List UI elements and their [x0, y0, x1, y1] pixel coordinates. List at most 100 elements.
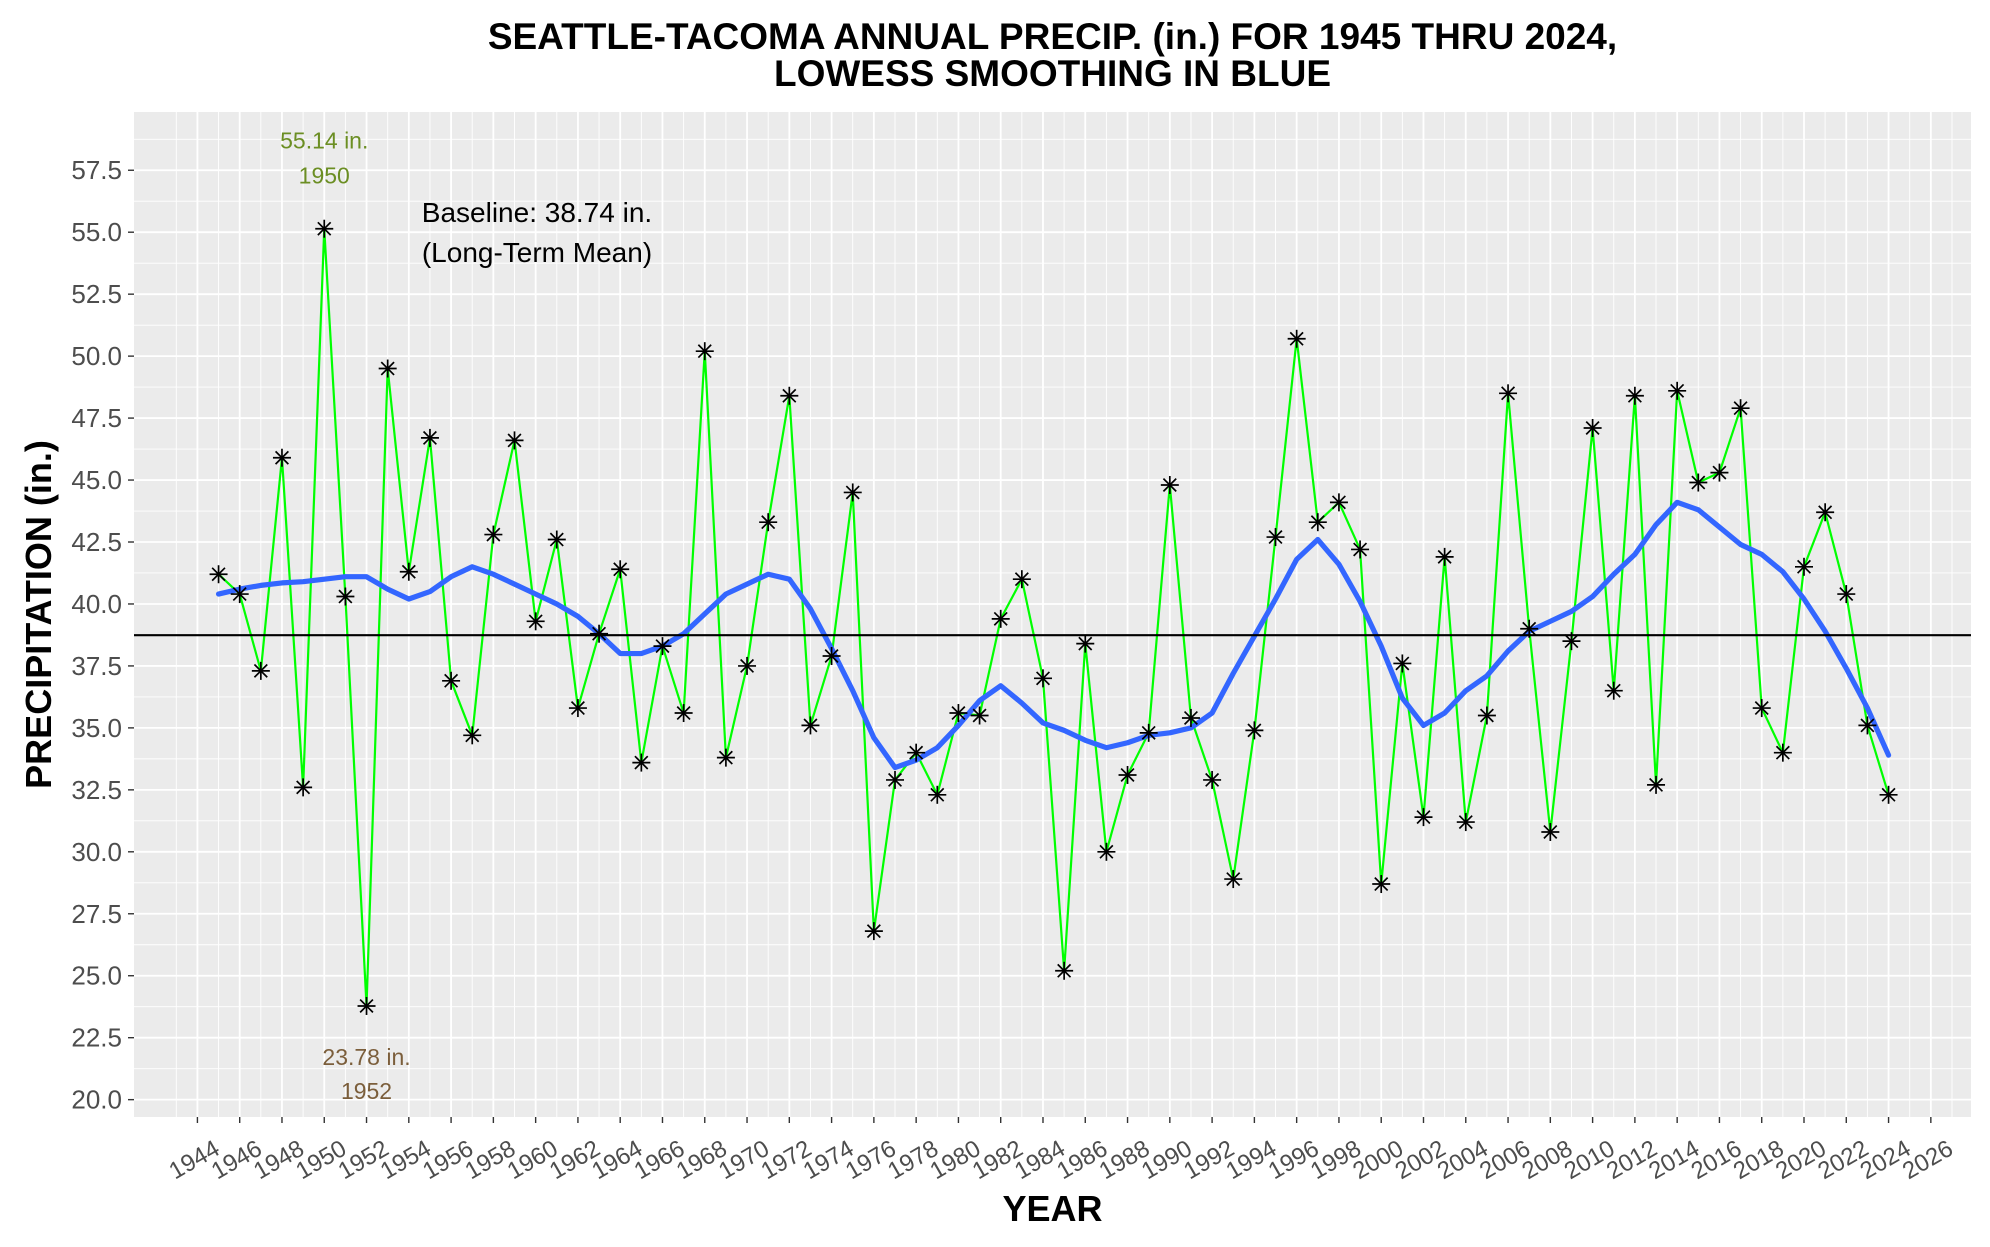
data-point [653, 637, 672, 656]
series-layer [215, 227, 1892, 1008]
asterisk-arm [1374, 877, 1389, 892]
asterisk-arm [1162, 477, 1177, 493]
asterisk-arm [1627, 388, 1642, 403]
data-point [1245, 721, 1264, 740]
data-point [547, 530, 566, 549]
data-point [1118, 765, 1137, 784]
y-tick-label: 42.5 [71, 527, 122, 557]
data-point [484, 525, 503, 544]
data-point [611, 560, 630, 579]
asterisk-arm [1818, 505, 1833, 520]
asterisk-arm [1183, 710, 1198, 725]
asterisk-arm [782, 388, 797, 403]
asterisk-arm [211, 567, 226, 582]
asterisk-arm [1141, 725, 1156, 740]
data-point [1731, 399, 1750, 418]
data-point [209, 565, 228, 584]
data-point [843, 483, 862, 502]
data-point [420, 428, 439, 447]
asterisk-arm [1395, 656, 1410, 671]
data-point [695, 342, 714, 361]
asterisk-arm [528, 614, 543, 629]
asterisk-arm [507, 433, 522, 448]
data-point [1647, 775, 1666, 794]
asterisk-arm [930, 787, 945, 802]
data-point [442, 671, 461, 690]
x-tick-label: 2026 [1898, 1135, 1958, 1185]
data-point [399, 562, 418, 581]
data-point [970, 706, 989, 725]
asterisk-arm [761, 515, 776, 530]
data-point [1414, 808, 1433, 827]
data-point [1012, 570, 1031, 589]
asterisk-arm [1099, 844, 1114, 859]
data-point [632, 753, 651, 772]
asterisk-arm [549, 532, 564, 547]
data-point [1456, 813, 1475, 832]
asterisk-arm [1649, 777, 1664, 792]
data-point [1879, 785, 1898, 804]
asterisk-arm [1120, 767, 1135, 782]
data-point [526, 612, 545, 631]
data-point [780, 386, 799, 405]
asterisk-arm [338, 589, 353, 604]
asterisk-arm [1796, 559, 1812, 574]
y-tick-label: 35.0 [71, 713, 122, 743]
data-point [1033, 669, 1052, 688]
asterisk-arm [1078, 636, 1093, 651]
data-point [463, 726, 482, 745]
data-point [1076, 634, 1095, 653]
asterisk-arm [1691, 475, 1706, 490]
asterisk-arm [1712, 465, 1727, 480]
min-annotation-line-2: 1952 [341, 1078, 392, 1104]
asterisk-arm [1733, 401, 1748, 416]
data-point [1435, 547, 1454, 566]
asterisk-arm [1501, 386, 1516, 401]
asterisk-arm [1670, 383, 1685, 398]
data-point [568, 699, 587, 718]
asterisk-arm [634, 755, 649, 770]
asterisk-arm [1353, 542, 1368, 557]
y-tick-label: 37.5 [71, 651, 122, 681]
asterisk-arm [1839, 587, 1854, 602]
lowess-smooth-line [215, 499, 1892, 771]
asterisk-arm [613, 562, 628, 577]
y-tick-label: 25.0 [71, 961, 122, 991]
asterisk-arm [1881, 787, 1896, 802]
data-point [674, 704, 693, 723]
data-point [928, 785, 947, 804]
asterisk-arm [888, 772, 903, 787]
asterisk-arm [1416, 810, 1431, 825]
minor-gridlines [134, 112, 1971, 1117]
asterisk-arm [1754, 701, 1769, 716]
asterisk-arm [380, 361, 395, 376]
asterisk-arm [676, 706, 691, 721]
asterisk-arm [993, 611, 1008, 626]
asterisk-arm [359, 998, 374, 1013]
data-point [801, 716, 820, 735]
annotation-layer: 55.14 in. 1950 23.78 in. 1952 Baseline: 38.7… [280, 128, 652, 1104]
data-point [1351, 540, 1370, 559]
asterisk-arm [1014, 572, 1029, 587]
asterisk-arm [1437, 549, 1452, 564]
points-layer [209, 219, 1898, 1015]
data-point [716, 748, 735, 767]
asterisk-arm [951, 706, 966, 721]
data-point [1393, 654, 1412, 673]
asterisk-arm [486, 527, 501, 542]
data-point [1562, 632, 1581, 651]
asterisk-arm [296, 780, 311, 795]
data-point [1181, 708, 1200, 727]
data-point [1752, 699, 1771, 718]
data-point [1541, 822, 1560, 841]
y-axis-title: PRECIPITATION (in.) [18, 440, 59, 789]
y-tick-label: 22.5 [71, 1023, 122, 1053]
chart-title-line-2: LOWESS SMOOTHING IN BLUE [774, 53, 1331, 94]
asterisk-arm [1057, 963, 1072, 978]
data-point [907, 743, 926, 762]
asterisk-arm [274, 450, 289, 465]
y-tick-label: 50.0 [71, 341, 122, 371]
asterisk-arm [655, 639, 670, 654]
baseline-annotation-line-2: (Long-Term Mean) [422, 237, 652, 268]
